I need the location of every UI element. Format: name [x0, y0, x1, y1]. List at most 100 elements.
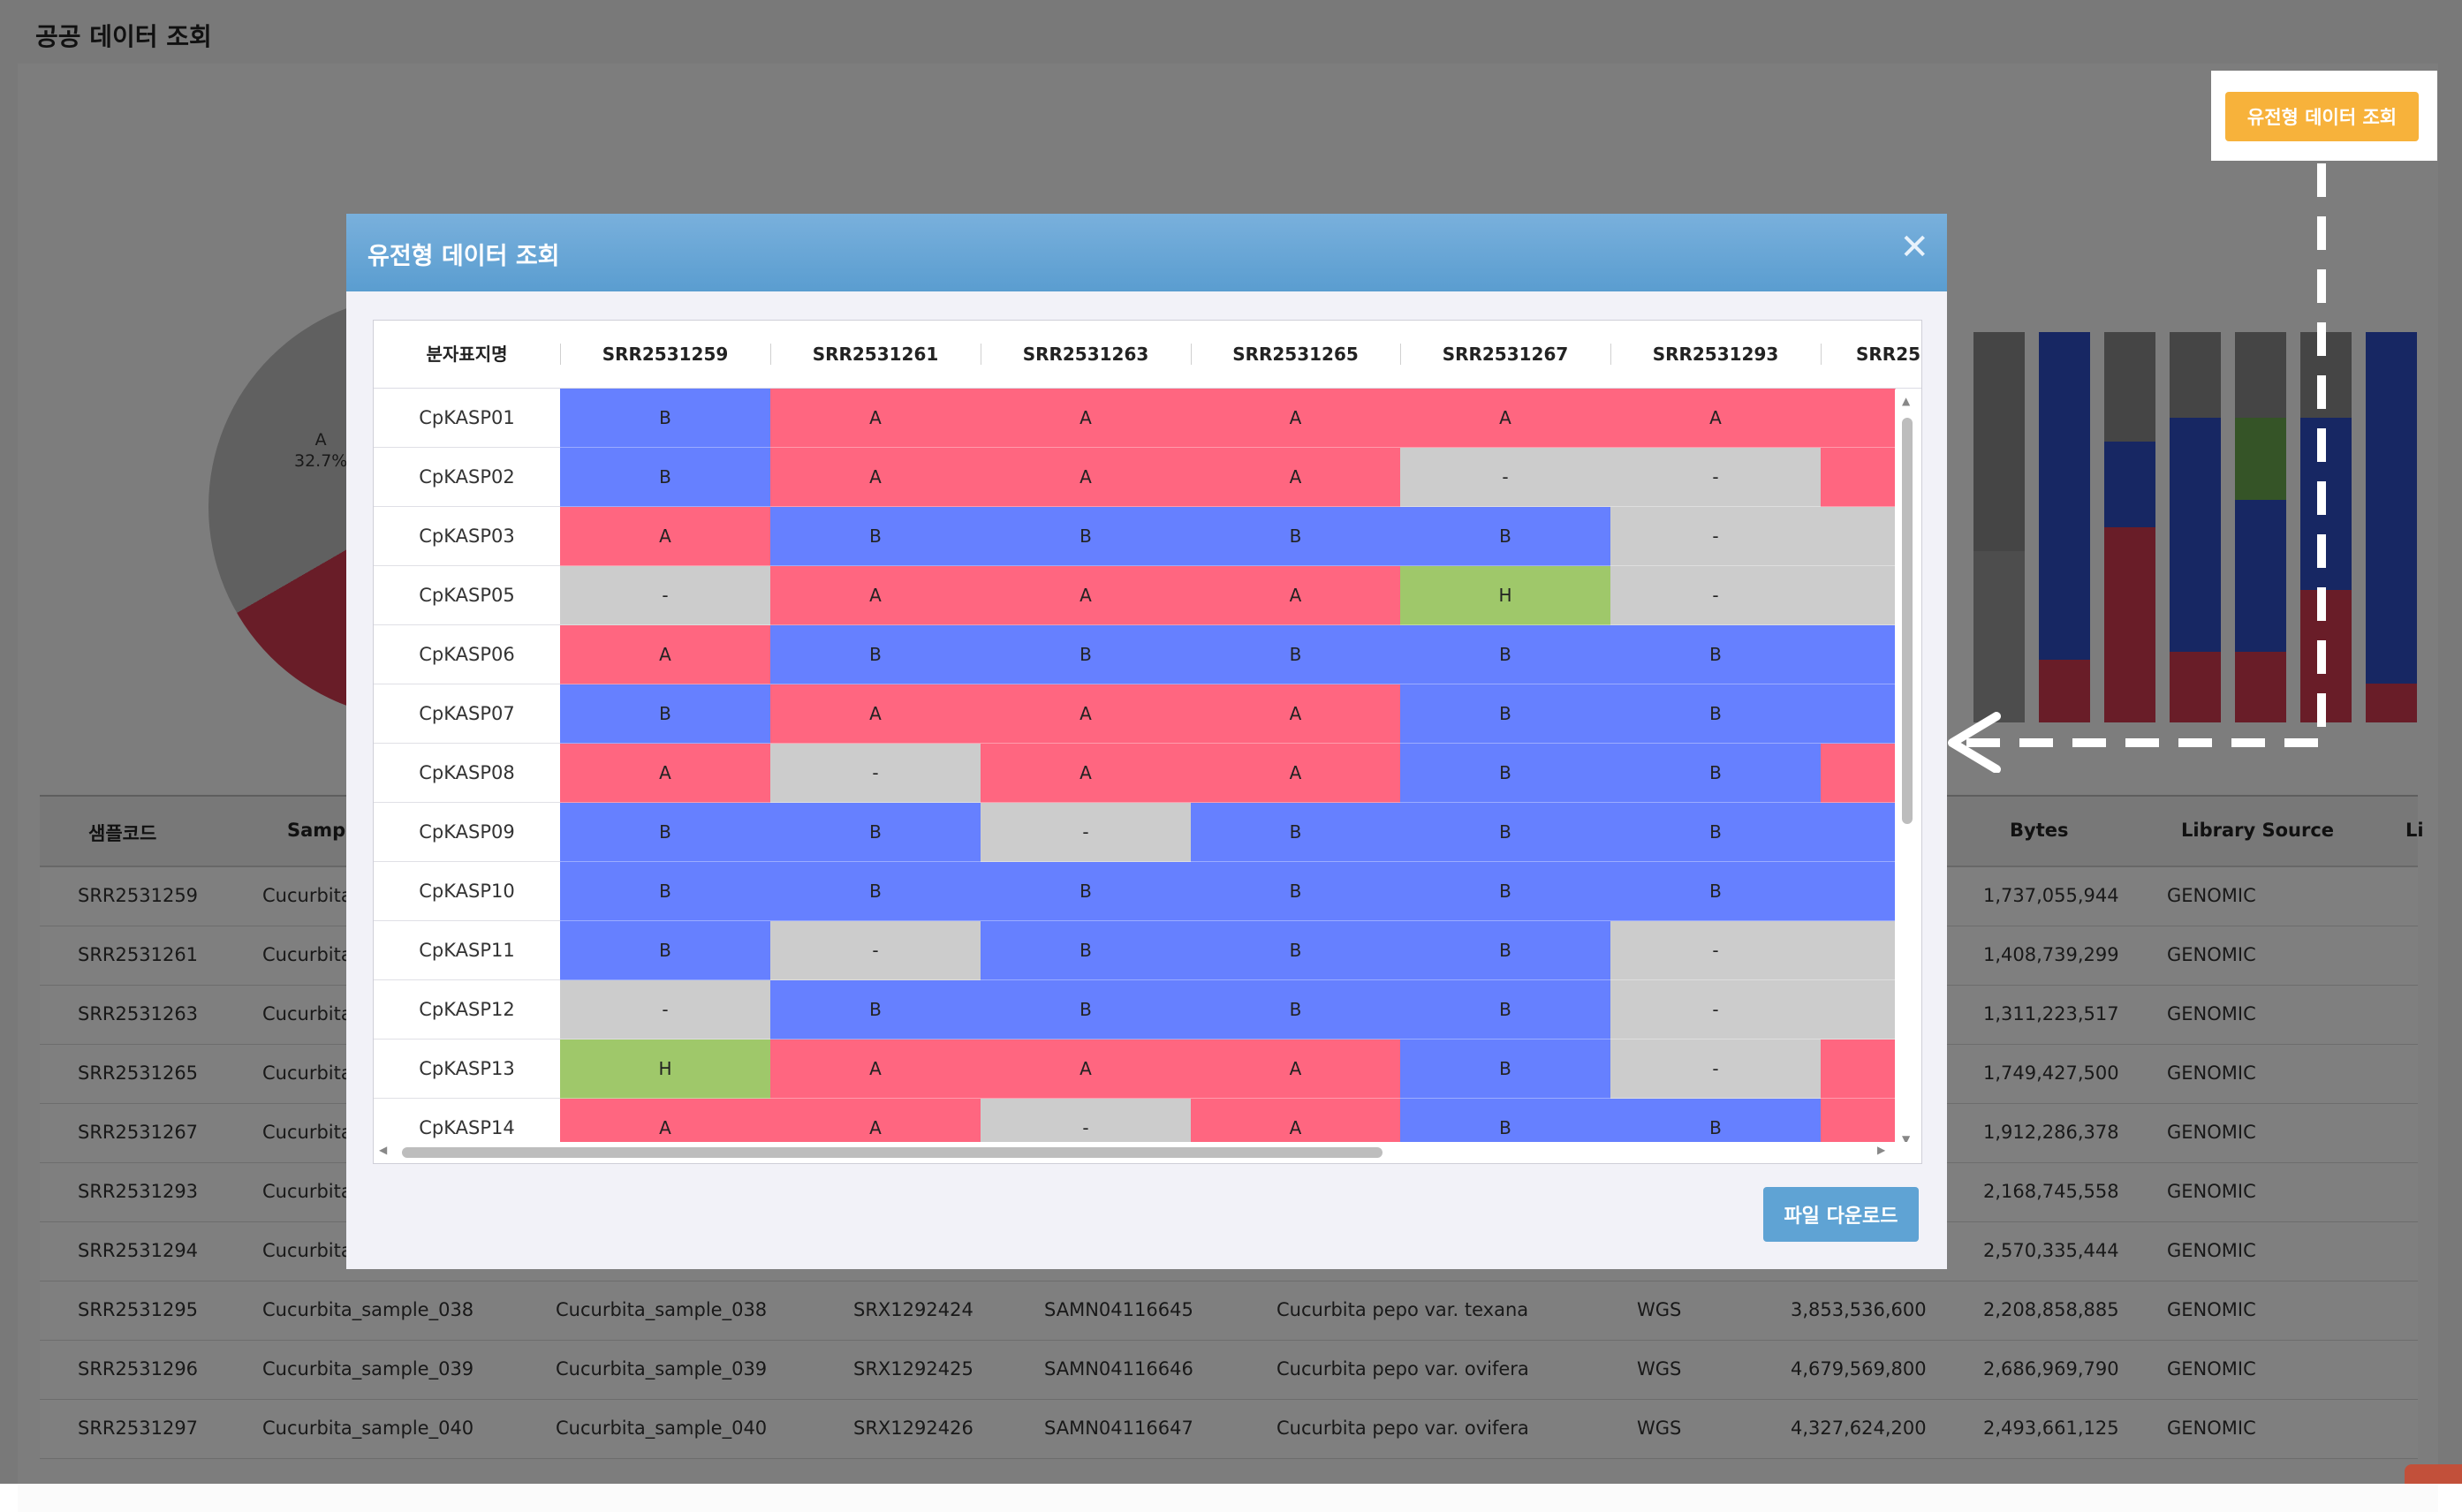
genotype-cell: B — [1191, 625, 1401, 684]
genotype-cell: A — [770, 566, 981, 625]
genotype-cell: B — [560, 448, 771, 507]
genotype-cell: A — [981, 744, 1192, 803]
vertical-scroll-thumb[interactable] — [1902, 418, 1913, 824]
genotype-grid: 분자표지명 SRR2531259 SRR2531261 SRR2531263 SRR25… — [373, 320, 1922, 1164]
genotype-cell: - — [770, 744, 981, 803]
horizontal-scroll-thumb[interactable] — [402, 1147, 1383, 1158]
genotype-cell: B — [560, 684, 771, 744]
scroll-left-icon[interactable]: ◀ — [379, 1144, 388, 1156]
genotype-cell: B — [1191, 980, 1401, 1040]
genotype-cell: B — [1191, 921, 1401, 980]
genotype-cell: B — [1610, 744, 1822, 803]
genotype-cell: B — [1400, 1040, 1611, 1099]
column-divider — [1400, 344, 1401, 365]
genotype-query-button[interactable]: 유전형 데이터 조회 — [2225, 92, 2419, 141]
col-header-sample[interactable]: SRR2531293 — [1652, 344, 1779, 365]
genotype-row[interactable]: CpKASP07BAAABBB — [374, 684, 1921, 744]
genotype-cell: - — [560, 980, 771, 1040]
genotype-cell: B — [981, 980, 1192, 1040]
genotype-cell: - — [1610, 448, 1822, 507]
genotype-cell: A — [1191, 566, 1401, 625]
genotype-cell: A — [1191, 744, 1401, 803]
genotype-cell: B — [770, 803, 981, 862]
genotype-cell: A — [1191, 389, 1401, 448]
genotype-cell: B — [981, 625, 1192, 684]
genotype-cell: B — [560, 862, 771, 921]
genotype-cell: - — [1610, 980, 1822, 1040]
horizontal-scrollbar[interactable]: ◀ ▶ — [374, 1142, 1921, 1163]
genotype-cell: A — [981, 448, 1192, 507]
genotype-cell: A — [560, 507, 771, 566]
genotype-cell: B — [981, 507, 1192, 566]
col-header-sample[interactable]: SRR2531263 — [1022, 344, 1149, 365]
genotype-cell: B — [1400, 862, 1611, 921]
genotype-cell: A — [1191, 684, 1401, 744]
genotype-row[interactable]: CpKASP06ABBBBBB — [374, 625, 1921, 684]
genotype-cell: B — [1400, 980, 1611, 1040]
genotype-cell: B — [560, 389, 771, 448]
genotype-cell: H — [560, 1040, 771, 1099]
genotype-cell: B — [770, 980, 981, 1040]
genotype-cell: A — [770, 389, 981, 448]
column-divider — [1610, 344, 1611, 365]
dashed-arrow-icon — [1948, 163, 2326, 773]
genotype-cell: A — [981, 389, 1192, 448]
marker-name-cell: CpKASP01 — [374, 389, 561, 448]
genotype-cell: A — [1821, 1040, 1896, 1099]
column-divider — [560, 344, 561, 365]
vertical-scrollbar[interactable]: ▲ ▼ — [1895, 389, 1921, 1149]
genotype-cell: B — [560, 921, 771, 980]
col-header-sample[interactable]: SRR2531259 — [602, 344, 729, 365]
scroll-up-icon[interactable]: ▲ — [1902, 395, 1911, 407]
genotype-cell: - — [1400, 448, 1611, 507]
genotype-cell: A — [560, 625, 771, 684]
genotype-cell: A — [1191, 1040, 1401, 1099]
marker-name-cell: CpKASP02 — [374, 448, 561, 507]
col-header-sample[interactable]: SRR2531261 — [812, 344, 939, 365]
col-header-sample[interactable]: SRR2531267 — [1442, 344, 1569, 365]
genotype-cell: B — [1610, 684, 1822, 744]
genotype-cell: B — [770, 625, 981, 684]
genotype-cell: A — [981, 1040, 1192, 1099]
genotype-cell: A — [1610, 389, 1822, 448]
marker-name-cell: CpKASP05 — [374, 566, 561, 625]
genotype-cell: B — [1821, 625, 1896, 684]
genotype-cell: B — [1400, 625, 1611, 684]
scroll-right-icon[interactable]: ▶ — [1877, 1144, 1886, 1156]
genotype-cell: - — [1821, 980, 1896, 1040]
corner-tab[interactable] — [2405, 1464, 2462, 1484]
genotype-cell: A — [1821, 389, 1896, 448]
col-header-marker-name[interactable]: 분자표지명 — [426, 344, 508, 365]
genotype-cell: B — [1610, 625, 1822, 684]
genotype-row[interactable]: CpKASP10BBBBBBB — [374, 862, 1921, 921]
genotype-cell: - — [560, 566, 771, 625]
genotype-cell: B — [1400, 744, 1611, 803]
genotype-cell: A — [981, 566, 1192, 625]
genotype-cell: - — [1610, 507, 1822, 566]
col-header-sample[interactable]: SRR253 — [1856, 344, 1921, 365]
genotype-cell: A — [981, 684, 1192, 744]
scroll-down-icon[interactable]: ▼ — [1902, 1133, 1911, 1145]
genotype-cell: A — [770, 684, 981, 744]
genotype-cell: B — [1821, 803, 1896, 862]
col-header-sample[interactable]: SRR2531265 — [1232, 344, 1359, 365]
genotype-cell: A — [770, 1040, 981, 1099]
column-divider — [770, 344, 771, 365]
column-divider — [1191, 344, 1192, 365]
marker-name-cell: CpKASP09 — [374, 803, 561, 862]
genotype-cell: H — [1400, 566, 1611, 625]
file-download-button[interactable]: 파일 다운로드 — [1763, 1187, 1919, 1242]
genotype-row[interactable]: CpKASP01BAAAAAA — [374, 389, 1921, 448]
genotype-cell: - — [1821, 566, 1896, 625]
close-icon[interactable]: ✕ — [1899, 227, 1929, 268]
genotype-cell: B — [1400, 803, 1611, 862]
genotype-cell: B — [1821, 862, 1896, 921]
